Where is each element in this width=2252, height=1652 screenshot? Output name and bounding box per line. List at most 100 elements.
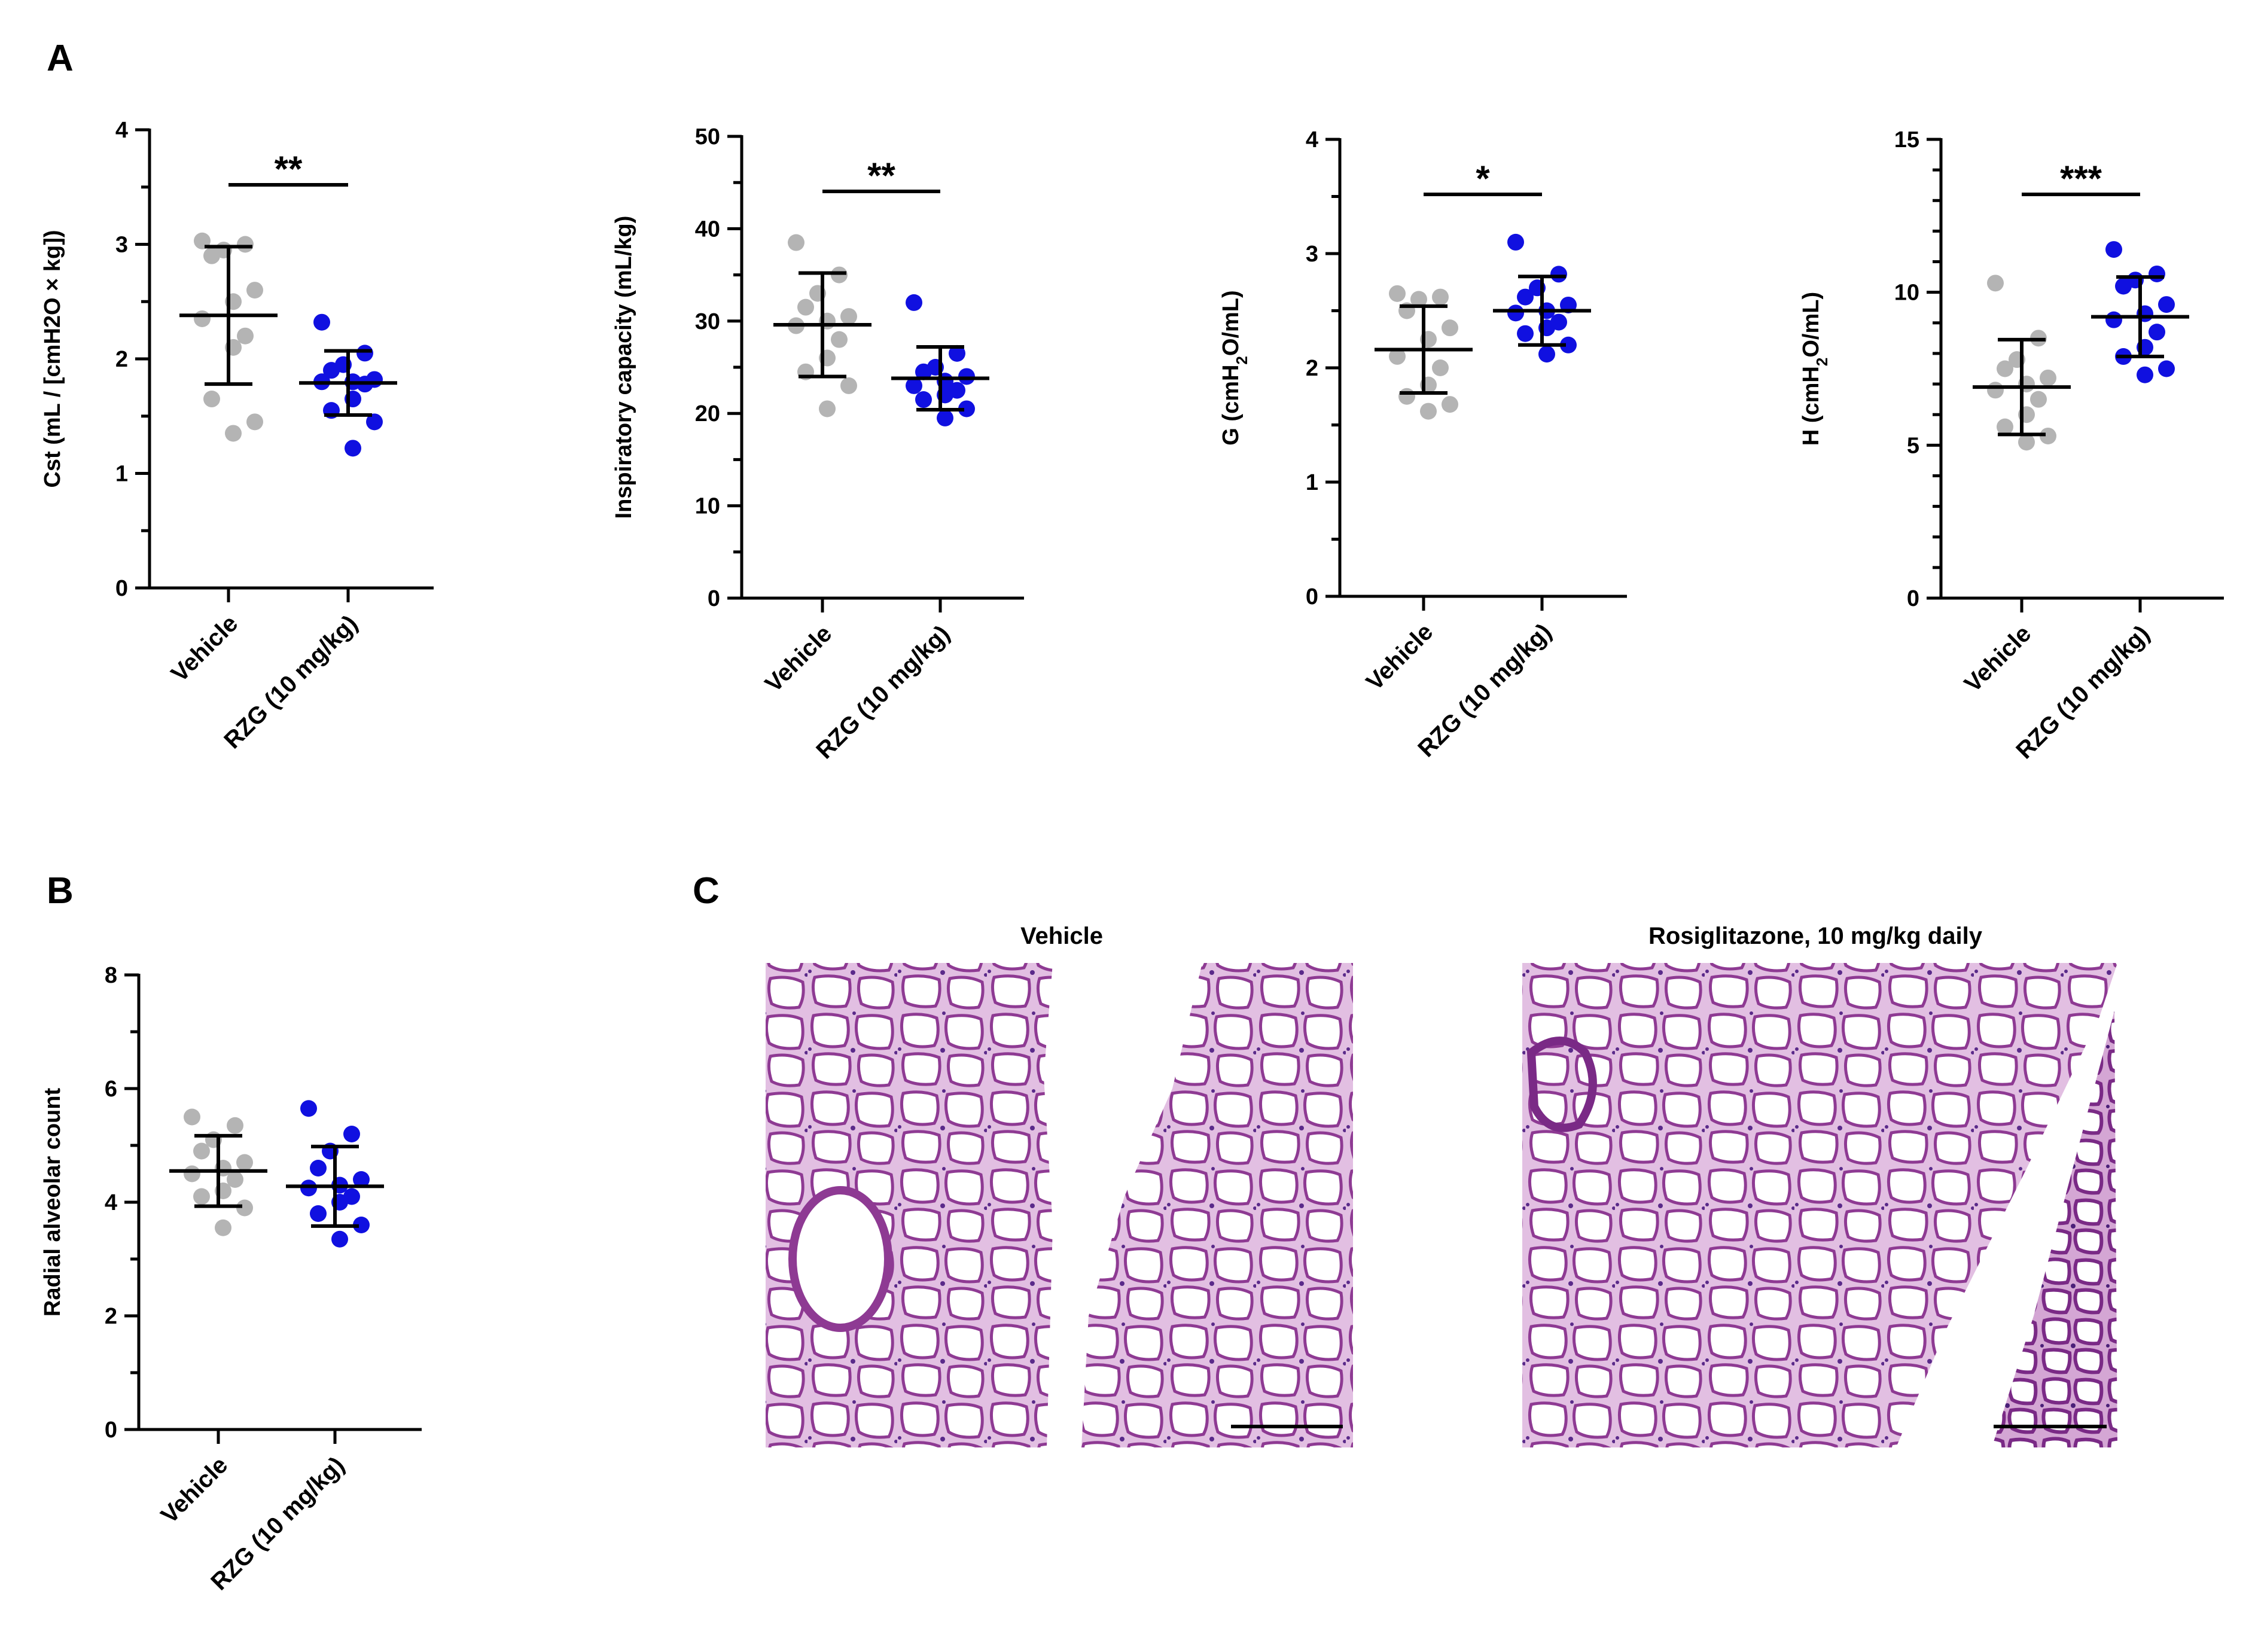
micrograph-rosiglitazone-image [1522,963,2117,1447]
chart-0-category-label: RZG (10 mg/kg) [219,610,362,754]
chart-3-ylabel: H (cmH2O/mL) [1799,292,1831,446]
chart-3-point-vehicle [1987,275,2004,292]
chart-3-point-rzg [2105,241,2122,258]
chart-2-category-label: Vehicle [1361,618,1439,696]
chart-1-ytick-label: 20 [695,401,720,426]
chart-2-point-vehicle [1389,285,1406,302]
chart-2-ylabel: G (cmH2O/mL) [1218,290,1251,445]
chart-1-ytick-label: 0 [708,586,720,611]
chart-4-ylabel: Radial alveolar count [40,1088,65,1317]
chart-4-ytick-label: 4 [105,1190,117,1215]
chart-4-category-label: Vehicle [156,1452,233,1529]
chart-0-ytick-label: 1 [115,462,128,487]
chart-3-category-label: Vehicle [1960,620,2037,697]
chart-0-ytick-label: 0 [115,576,128,601]
chart-3-point-vehicle [1997,360,2013,377]
chart-1-ytick-label: 30 [695,309,720,334]
chart-1-significance-label: ** [867,156,895,196]
chart-3-point-vehicle [1997,418,2013,435]
chart-2-point-rzg [1507,304,1524,322]
micrograph-title-vehicle: Vehicle [1020,923,1103,949]
chart-1-ytick-label: 40 [695,217,720,242]
chart-1-point-rzg [937,409,953,426]
chart-1-category-label: Vehicle [760,620,837,697]
chart-2-significance-label: * [1476,159,1490,199]
chart-3-ytick-label: 15 [1894,127,1919,153]
chart-4-point-vehicle [184,1108,200,1126]
chart-4-point-vehicle [227,1117,243,1134]
chart-1-ylabel: Inspiratory capacity (mL/kg) [611,216,636,519]
chart-3-point-rzg [2149,324,2165,341]
chart-0-category-label: Vehicle [166,610,243,687]
chart-3-point-rzg [2158,360,2175,377]
chart-2-point-vehicle [1432,359,1449,376]
chart-0-ytick-label: 3 [115,233,128,258]
panel-label-a: A [47,38,74,79]
chart-1-point-vehicle [840,377,857,394]
chart-1-ytick-label: 10 [695,494,720,519]
chart-2-point-rzg [1507,233,1524,251]
chart-2-point-vehicle [1389,348,1406,365]
chart-4-point-rzg [300,1100,317,1117]
micrograph-vehicle: Vehicle [766,923,1353,1447]
chart-2-ytick-label: 1 [1306,470,1318,495]
chart-1-point-vehicle [788,234,804,251]
chart-1-point-vehicle [831,266,848,284]
chart-2-point-vehicle [1410,291,1427,308]
chart-inspiratory-capacity: 0 10 20 30 40 50 Inspiratory capacity (mL/kg) V… [611,124,1024,764]
chart-2-point-rzg [1560,336,1577,353]
chart-1-ytick-label: 50 [695,124,720,150]
chart-0-significance-label: ** [275,149,303,189]
chart-2-ytick-label: 2 [1306,356,1318,381]
chart-0-point-vehicle [237,236,254,253]
chart-1-point-vehicle [831,331,848,348]
chart-4-point-rzg [343,1126,360,1142]
chart-3-point-rzg [2115,278,2132,295]
chart-1-point-rzg [958,400,975,417]
chart-0-point-vehicle [246,413,263,431]
micrograph-rosiglitazone: Rosiglitazone, 10 mg/kg daily [1522,923,2117,1447]
chart-1-point-rzg [915,391,932,409]
chart-3-point-rzg [2149,265,2165,282]
chart-0-point-vehicle [237,327,254,345]
panel-label-b: B [47,870,74,912]
chart-4-ytick-label: 8 [105,963,117,988]
chart-4-ytick-label: 2 [105,1304,117,1329]
chart-0-point-vehicle [203,247,220,264]
chart-2-point-vehicle [1398,388,1415,405]
chart-2-ytick-label: 4 [1306,127,1318,153]
chart-1-point-vehicle [840,308,857,325]
chart-1-point-rzg [906,294,922,311]
chart-3-ytick-label: 0 [1907,586,1919,611]
chart-4-point-vehicle [215,1219,231,1236]
chart-3-point-rzg [2137,366,2153,383]
chart-0-point-rzg [345,440,361,457]
chart-4-point-rzg [331,1230,348,1248]
chart-4-point-rzg [353,1217,370,1233]
chart-4-ytick-label: 6 [105,1077,117,1102]
chart-2-point-vehicle [1432,288,1449,306]
chart-3-point-vehicle [2018,434,2035,451]
chart-2-point-vehicle [1420,403,1437,420]
chart-0-point-rzg [323,362,340,379]
panel-label-c: C [693,870,720,912]
chart-1-point-rzg [906,377,922,394]
micrograph-vehicle-image [766,963,1353,1447]
chart-3-point-vehicle [2040,427,2056,444]
chart-3-ytick-label: 10 [1894,281,1919,306]
chart-3-ytick-label: 5 [1907,433,1919,458]
chart-1-point-vehicle [819,400,836,417]
chart-3-point-rzg [2105,311,2122,328]
chart-0-point-rzg [366,413,383,431]
chart-2-point-vehicle [1442,396,1458,413]
chart-4-point-vehicle [193,1188,210,1205]
chart-4-point-vehicle [227,1171,243,1188]
chart-3-point-rzg [2158,296,2175,313]
chart-4-point-vehicle [236,1154,253,1171]
chart-3-point-vehicle [2040,369,2056,386]
chart-2-ytick-label: 3 [1306,242,1318,267]
